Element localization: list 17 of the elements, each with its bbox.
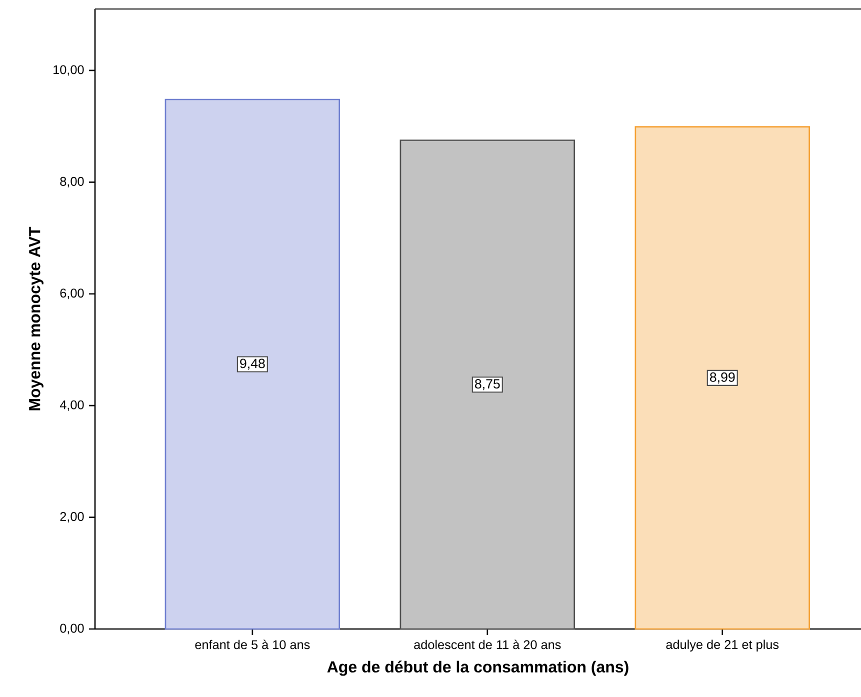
- y-tick-label: 10,00: [54, 65, 84, 76]
- data-label: 8,75: [475, 379, 500, 390]
- x-tick-label: enfant de 5 à 10 ans: [195, 640, 310, 650]
- x-tick-label: adulye de 21 et plus: [666, 640, 779, 652]
- y-tick-label: 0,00: [60, 624, 84, 634]
- bar: [634, 126, 810, 630]
- x-axis-title: Age de début de la consammation (ans): [327, 660, 628, 676]
- data-label: 9,48: [240, 358, 265, 370]
- y-axis-title: Moyenne monocyte AVT: [29, 226, 44, 410]
- y-tick-label: 6,00: [60, 288, 84, 300]
- y-tick-label: 8,00: [60, 176, 84, 188]
- y-tick-label: 2,00: [60, 512, 84, 523]
- bar: [400, 140, 576, 630]
- x-tick-label: adolescent de 11 à 20 ans: [414, 640, 561, 650]
- bar: [164, 98, 340, 630]
- y-tick-label: 4,00: [60, 400, 84, 411]
- data-label: 8,99: [710, 372, 735, 384]
